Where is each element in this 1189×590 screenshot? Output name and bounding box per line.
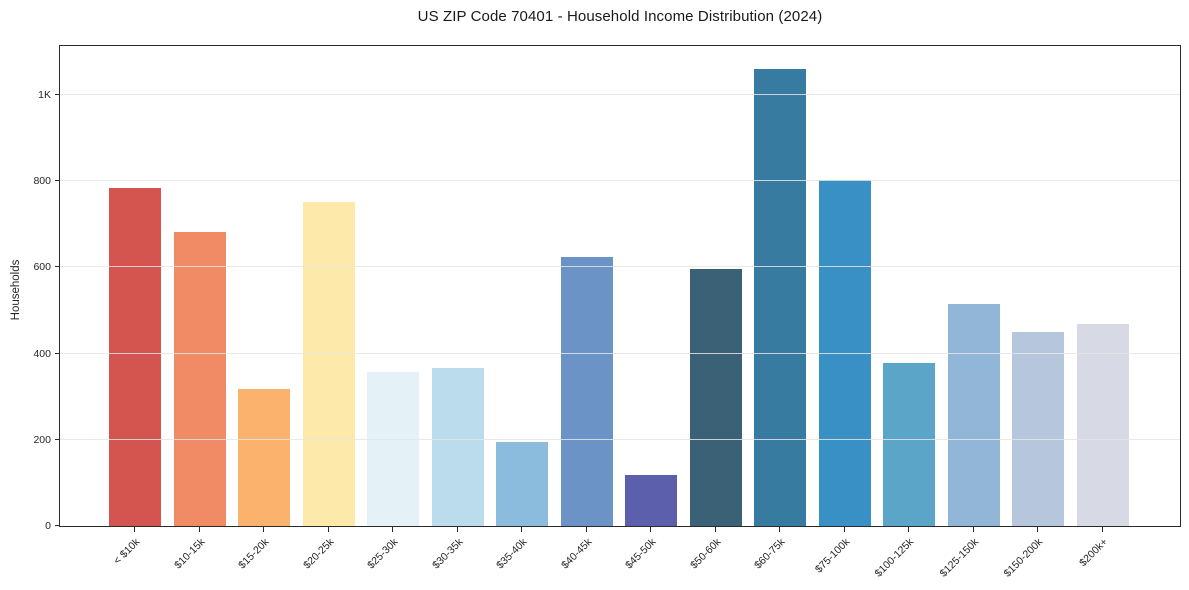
bar-125-150k <box>947 303 1000 526</box>
gridline-400 <box>60 352 1180 354</box>
x-tick-mark <box>714 527 716 532</box>
x-tick-mark <box>843 527 845 532</box>
x-tick-label-60-75k: $60-75k <box>752 536 788 572</box>
x-tick-label-125-150k: $125-150k <box>937 536 981 580</box>
x-tick-label-10-15k: $10-15k <box>171 536 207 572</box>
y-tick-mark-400 <box>55 352 59 354</box>
x-tick-label-20-25k: $20-25k <box>300 536 336 572</box>
x-tick-label-150-200k: $150-200k <box>1001 536 1046 580</box>
x-tick-mark <box>521 527 522 532</box>
bar-45-50k <box>625 475 677 526</box>
x-tick-label-100-125k: $100-125k <box>872 536 917 580</box>
y-tick-mark-800 <box>55 180 59 182</box>
x-tick-label-50-60k: $50-60k <box>687 536 723 572</box>
x-tick-label-75-100k: $75-100k <box>812 536 852 576</box>
plot-area <box>59 45 1181 527</box>
bar-25-30k <box>367 372 419 526</box>
x-tick-mark <box>327 527 329 532</box>
bar-60-75k <box>754 68 806 526</box>
x-tick-label-30-35k: $30-35k <box>429 536 465 572</box>
gridline-1000 <box>60 94 1180 96</box>
x-tick-label-40-45k: $40-45k <box>558 536 594 572</box>
bar-10k <box>109 188 161 526</box>
bar-150-200k <box>1012 332 1064 526</box>
x-tick-mark <box>134 527 135 532</box>
x-tick-mark <box>908 527 909 532</box>
bar-40-45k <box>560 256 613 526</box>
y-tick-label-200: 200 <box>33 433 51 446</box>
y-axis-ticks: 0 200 400 600 800 1K <box>0 45 51 532</box>
bar-35-40k <box>496 441 548 526</box>
y-tick-label-1K: 1K <box>38 89 51 102</box>
y-tick-mark-200 <box>55 438 59 440</box>
x-tick-mark <box>972 527 974 532</box>
gridline-800 <box>60 180 1180 182</box>
y-tick-mark-1K <box>55 94 59 96</box>
x-tick-mark <box>263 527 264 532</box>
x-tick-label-25-30k: $25-30k <box>365 536 401 572</box>
bar-10-15k <box>173 231 226 526</box>
y-tick-label-600: 600 <box>33 261 51 274</box>
gridline-600 <box>60 266 1180 268</box>
x-axis-ticks: < $10k $10-15k $15-20k $20-25k $25-30k $30-35… <box>59 527 1181 589</box>
bar-100-125k <box>883 363 935 526</box>
gridline-200 <box>60 438 1180 440</box>
bar-50-60k <box>689 268 742 526</box>
x-tick-label-10k: < $10k <box>111 536 143 567</box>
y-tick-mark-0 <box>55 525 59 526</box>
bar-200k <box>1076 323 1129 526</box>
x-tick-mark <box>650 527 651 532</box>
chart-title: US ZIP Code 70401 - Household Income Dis… <box>417 8 823 25</box>
y-tick-mark-600 <box>55 266 59 268</box>
x-tick-mark <box>456 527 458 532</box>
bar-15-20k <box>238 389 290 526</box>
x-tick-mark <box>198 527 200 532</box>
y-tick-label-400: 400 <box>33 347 51 360</box>
x-tick-label-45-50k: $45-50k <box>623 536 659 572</box>
bar-20-25k <box>302 202 355 526</box>
x-tick-label-35-40k: $35-40k <box>494 536 530 572</box>
x-tick-label-15-20k: $15-20k <box>236 536 272 572</box>
x-tick-mark <box>1037 527 1038 532</box>
x-tick-mark <box>1101 527 1103 532</box>
y-tick-label-0: 0 <box>45 520 51 532</box>
x-tick-mark <box>392 527 393 532</box>
x-tick-mark <box>779 527 780 532</box>
x-tick-mark <box>585 527 587 532</box>
bar-30-35k <box>431 368 484 526</box>
x-tick-label-200k: $200k+ <box>1076 536 1110 570</box>
y-tick-label-800: 800 <box>33 175 51 188</box>
